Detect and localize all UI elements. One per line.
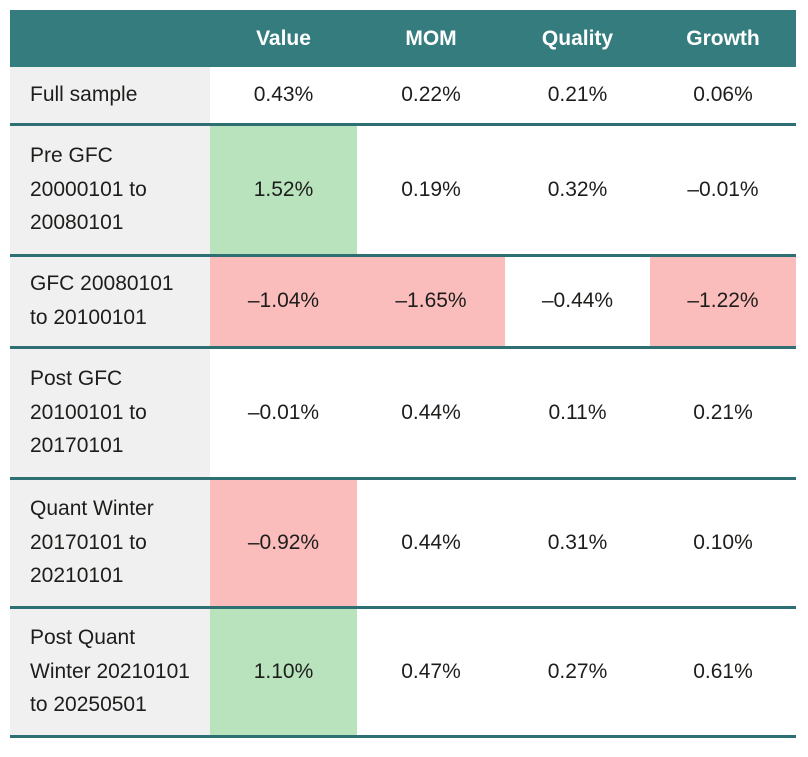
value-cell-growth: 0.21% (693, 400, 753, 424)
table-row: Quant Winter 20170101 to 20210101 –0.92% 0… (10, 478, 796, 607)
table-body: Full sample 0.43% 0.22% 0.21% 0.06% Pre GFC 2… (10, 67, 796, 736)
row-label: Post Quant Winter 20210101 to 20250501 (10, 607, 210, 736)
table-row: Pre GFC 20000101 to 20080101 1.52% 0.19% 0.… (10, 124, 796, 255)
table-row: Post GFC 20100101 to 20170101 –0.01% 0.44%… (10, 347, 796, 478)
value-cell-mom: 0.19% (401, 177, 461, 201)
column-header-growth: Growth (650, 10, 796, 67)
row-label: Full sample (10, 67, 210, 124)
row-label: Pre GFC 20000101 to 20080101 (10, 124, 210, 255)
value-cell-value: –0.92% (210, 478, 357, 607)
table-row: Post Quant Winter 20210101 to 20250501 1.… (10, 607, 796, 736)
row-label: GFC 20080101 to 20100101 (10, 255, 210, 347)
table-row: GFC 20080101 to 20100101 –1.04% –1.65% –0.4… (10, 255, 796, 347)
value-cell-growth: –0.01% (687, 177, 759, 201)
value-cell-mom: 0.44% (401, 400, 461, 424)
value-cell-quality: 0.27% (547, 659, 608, 683)
value-cell-growth: –1.22% (650, 255, 796, 347)
value-cell-quality: 0.11% (548, 400, 607, 424)
factor-performance-table: Value MOM Quality Growth Full sample 0.43% 0.… (10, 10, 796, 738)
value-cell-value: 0.43% (253, 82, 314, 106)
value-cell-mom: 0.47% (401, 659, 461, 683)
value-cell-value: –0.01% (247, 400, 320, 424)
value-cell-growth: 0.61% (693, 659, 753, 683)
table-row: Full sample 0.43% 0.22% 0.21% 0.06% (10, 67, 796, 124)
row-label: Post GFC 20100101 to 20170101 (10, 347, 210, 478)
value-cell-quality: 0.31% (547, 530, 608, 554)
value-cell-value: –1.04% (210, 255, 357, 347)
value-cell-mom: 0.22% (401, 82, 461, 106)
column-header-mom: MOM (357, 10, 505, 67)
value-cell-quality: 0.21% (547, 82, 608, 106)
value-cell-growth: 0.06% (693, 82, 753, 106)
value-cell-growth: 0.10% (693, 530, 753, 554)
row-label: Quant Winter 20170101 to 20210101 (10, 478, 210, 607)
page: Value MOM Quality Growth Full sample 0.43% 0.… (10, 10, 796, 738)
value-cell-value: 1.52% (210, 124, 357, 255)
column-header-value: Value (210, 10, 357, 67)
value-cell-mom: –1.65% (357, 255, 505, 347)
column-header-quality: Quality (505, 10, 650, 67)
value-cell-quality: –0.44% (541, 289, 614, 312)
value-cell-value: 1.10% (210, 607, 357, 736)
corner-cell (10, 10, 210, 67)
header-row: Value MOM Quality Growth (10, 10, 796, 67)
table-header: Value MOM Quality Growth (10, 10, 796, 67)
value-cell-mom: 0.44% (401, 530, 461, 554)
value-cell-quality: 0.32% (547, 177, 608, 201)
